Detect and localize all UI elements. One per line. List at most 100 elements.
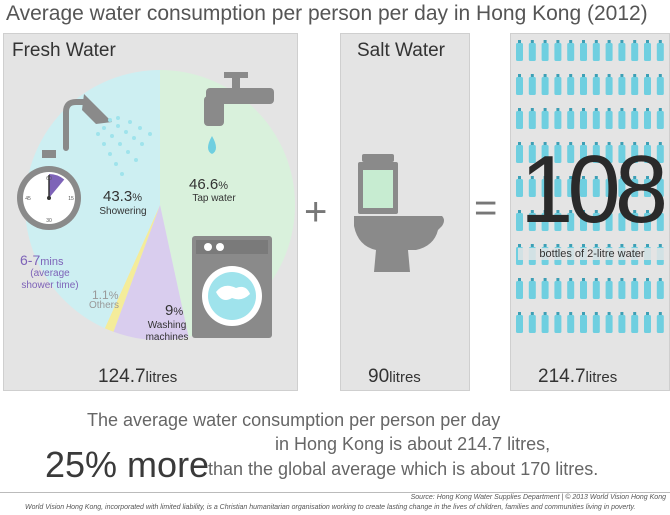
water-bottle-icon — [516, 142, 523, 163]
svg-text:45: 45 — [25, 196, 31, 202]
water-bottle-icon — [528, 108, 536, 129]
water-bottle-icon — [592, 210, 600, 231]
svg-text:60: 60 — [46, 176, 52, 182]
washing-machines-percent: 9% — [165, 302, 184, 319]
water-bottle-icon — [516, 210, 523, 231]
water-bottle-icon — [541, 210, 549, 231]
water-bottle-icon — [554, 142, 562, 163]
water-bottle-icon — [631, 210, 639, 231]
water-bottle-icon — [605, 40, 613, 61]
water-bottle-icon — [567, 176, 575, 197]
bottles-label: bottles of 2-litre water — [518, 248, 666, 260]
showering-label: Showering — [99, 206, 147, 217]
water-bottle-icon — [528, 40, 536, 61]
water-bottle-icon — [580, 312, 587, 333]
pie-slice-showering — [24, 70, 161, 329]
salt-water-total: 90litres — [368, 366, 421, 387]
tap-icon — [204, 72, 274, 154]
water-bottle-icon — [605, 108, 613, 129]
water-bottle-icon — [656, 40, 664, 61]
water-bottle-icon — [541, 278, 549, 299]
pie-slice-washing-machines — [113, 205, 189, 340]
water-bottle-icon — [567, 278, 575, 299]
svg-text:30: 30 — [46, 218, 52, 224]
water-bottle-icon — [618, 108, 626, 129]
washing-machines-label: Washing machines — [145, 320, 189, 343]
salt-water-title: Salt Water — [357, 40, 445, 61]
water-bottle-icon — [516, 312, 523, 333]
water-bottle-icon — [541, 40, 549, 61]
water-bottle-icon — [528, 278, 536, 299]
water-bottle-icon — [592, 312, 600, 333]
footer-divider — [0, 492, 670, 493]
shower-time-value: 6-7mins — [20, 252, 64, 268]
water-bottle-icon — [618, 176, 626, 197]
water-bottle-icon — [631, 278, 639, 299]
water-bottle-icon — [541, 142, 549, 163]
water-bottle-icon — [644, 40, 651, 61]
water-bottle-icon — [644, 278, 651, 299]
total-panel — [510, 33, 670, 391]
total-consumption: 214.7litres — [538, 366, 618, 387]
water-bottle-icon — [528, 210, 536, 231]
equals-sign: = — [474, 186, 498, 230]
washing-machine-icon — [192, 236, 272, 338]
water-bottle-icon — [656, 278, 664, 299]
water-bottle-icon — [580, 176, 587, 197]
water-bottle-icon — [631, 74, 639, 95]
water-bottle-icon — [528, 312, 536, 333]
others-label: Others — [88, 300, 119, 311]
water-bottle-icon — [656, 176, 664, 197]
water-bottle-icon — [605, 176, 613, 197]
water-bottle-icon — [516, 108, 523, 129]
page-title: Average water consumption per person per… — [6, 2, 648, 25]
water-bottle-icon — [516, 176, 523, 197]
toilet-icon — [354, 154, 444, 272]
fresh-water-total: 124.7litres — [98, 366, 178, 387]
water-bottle-icon — [656, 210, 664, 231]
water-bottle-icon — [516, 40, 523, 61]
summary-line-2: in Hong Kong is about 214.7 litres, — [275, 434, 551, 454]
stopwatch-icon: 60 15 30 45 — [17, 150, 81, 230]
water-bottle-icon — [567, 40, 575, 61]
shower-head-icon — [63, 94, 152, 176]
summary-line-3: than the global average which is about 1… — [208, 459, 599, 479]
bottles-count: 108 — [520, 136, 668, 243]
water-bottle-icon — [516, 74, 523, 95]
water-bottle-icon — [644, 74, 651, 95]
water-bottle-icon — [567, 312, 575, 333]
water-bottle-icon — [567, 74, 575, 95]
water-bottle-icon — [580, 278, 587, 299]
water-bottle-icon — [554, 210, 562, 231]
water-bottle-icon — [580, 40, 587, 61]
water-bottle-icon — [567, 108, 575, 129]
water-bottle-icon — [554, 108, 562, 129]
water-bottle-icon — [605, 312, 613, 333]
others-percent: 1.1% — [92, 288, 119, 302]
water-bottle-icon — [554, 312, 562, 333]
water-bottle-icon — [554, 40, 562, 61]
water-bottle-icon — [592, 278, 600, 299]
water-bottle-icon — [618, 210, 626, 231]
source-note: Source: Hong Kong Water Supplies Departm… — [410, 494, 666, 501]
water-bottle-icon — [554, 176, 562, 197]
water-bottle-icon — [656, 108, 664, 129]
water-bottle-grid — [516, 40, 664, 333]
water-bottle-icon — [644, 210, 651, 231]
water-bottle-icon — [605, 142, 613, 163]
water-bottle-icon — [618, 74, 626, 95]
water-bottle-icon — [618, 312, 626, 333]
water-bottle-icon — [580, 210, 587, 231]
water-bottle-icon — [541, 74, 549, 95]
water-bottle-icon — [592, 108, 600, 129]
water-bottle-icon — [554, 74, 562, 95]
water-bottle-icon — [580, 108, 587, 129]
water-bottle-icon — [644, 108, 651, 129]
water-bottle-icon — [644, 312, 651, 333]
water-bottle-icon — [605, 278, 613, 299]
water-bottle-icon — [631, 40, 639, 61]
water-bottle-icon — [516, 278, 523, 299]
water-bottle-icon — [618, 142, 626, 163]
water-bottle-icon — [656, 142, 664, 163]
water-bottle-icon — [541, 108, 549, 129]
